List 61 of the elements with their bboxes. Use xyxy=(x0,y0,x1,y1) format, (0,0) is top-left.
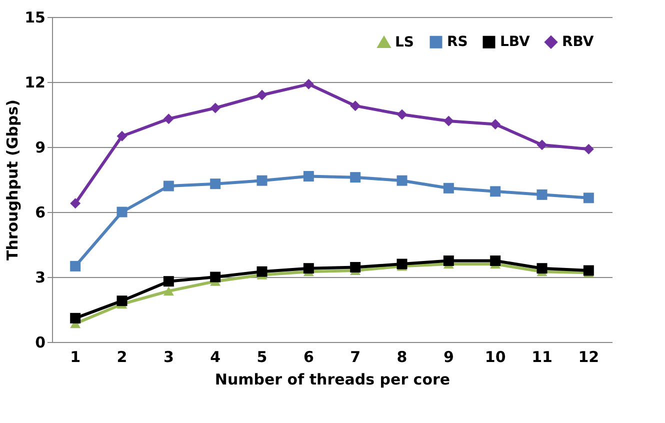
point xyxy=(490,186,501,197)
x-tick-label: 2 xyxy=(116,348,128,366)
point xyxy=(490,256,501,266)
point xyxy=(116,130,128,142)
point xyxy=(536,140,548,150)
point xyxy=(396,109,408,120)
x-tick-label: 12 xyxy=(578,348,600,366)
point xyxy=(163,114,174,124)
point xyxy=(490,119,501,130)
point xyxy=(583,144,594,154)
point xyxy=(443,116,454,126)
point xyxy=(303,78,314,90)
y-tick-label: 15 xyxy=(24,8,46,26)
point xyxy=(210,102,221,114)
x-tick-label: 3 xyxy=(163,348,174,366)
point xyxy=(350,172,361,183)
point xyxy=(350,262,361,272)
legend-label: RS xyxy=(447,34,468,50)
point xyxy=(303,263,314,274)
point xyxy=(350,100,361,112)
x-tick-label: 5 xyxy=(256,348,268,366)
x-tick-label: 4 xyxy=(210,348,221,366)
point xyxy=(583,192,594,204)
x-tick-label: 8 xyxy=(396,348,408,366)
y-tick-label: 9 xyxy=(35,138,46,156)
y-axis-title: Throughput (Gbps) xyxy=(4,100,22,260)
y-tick-label: 12 xyxy=(24,74,46,92)
point xyxy=(70,260,81,272)
point xyxy=(256,175,268,186)
legend-label: LS xyxy=(395,34,414,50)
point xyxy=(443,256,454,266)
point xyxy=(163,276,174,287)
point xyxy=(163,286,174,296)
y-tick-label: 6 xyxy=(35,204,46,222)
point xyxy=(210,178,221,190)
point xyxy=(70,198,81,209)
point xyxy=(256,90,268,100)
point xyxy=(443,182,454,194)
legend-label: RBV xyxy=(562,34,594,50)
x-tick-label: 11 xyxy=(532,348,552,366)
x-tick-label: 9 xyxy=(443,348,454,366)
x-tick-label: 1 xyxy=(70,348,81,366)
point xyxy=(210,272,221,282)
point xyxy=(116,296,128,306)
point xyxy=(536,263,548,274)
x-tick-label: 7 xyxy=(350,348,361,366)
legend-label: LBV xyxy=(500,34,530,50)
point xyxy=(583,265,594,276)
x-tick-label: 6 xyxy=(303,348,314,366)
point xyxy=(163,180,174,192)
y-tick-label: 3 xyxy=(35,268,46,286)
point xyxy=(256,266,268,277)
point xyxy=(116,206,128,218)
point xyxy=(70,312,81,324)
point xyxy=(303,171,314,182)
point xyxy=(396,258,408,270)
point xyxy=(396,175,408,186)
y-tick-label: 0 xyxy=(35,334,46,352)
x-tick-label: 10 xyxy=(484,348,506,366)
point xyxy=(536,189,548,200)
x-axis-title: Number of threads per core xyxy=(214,370,450,388)
